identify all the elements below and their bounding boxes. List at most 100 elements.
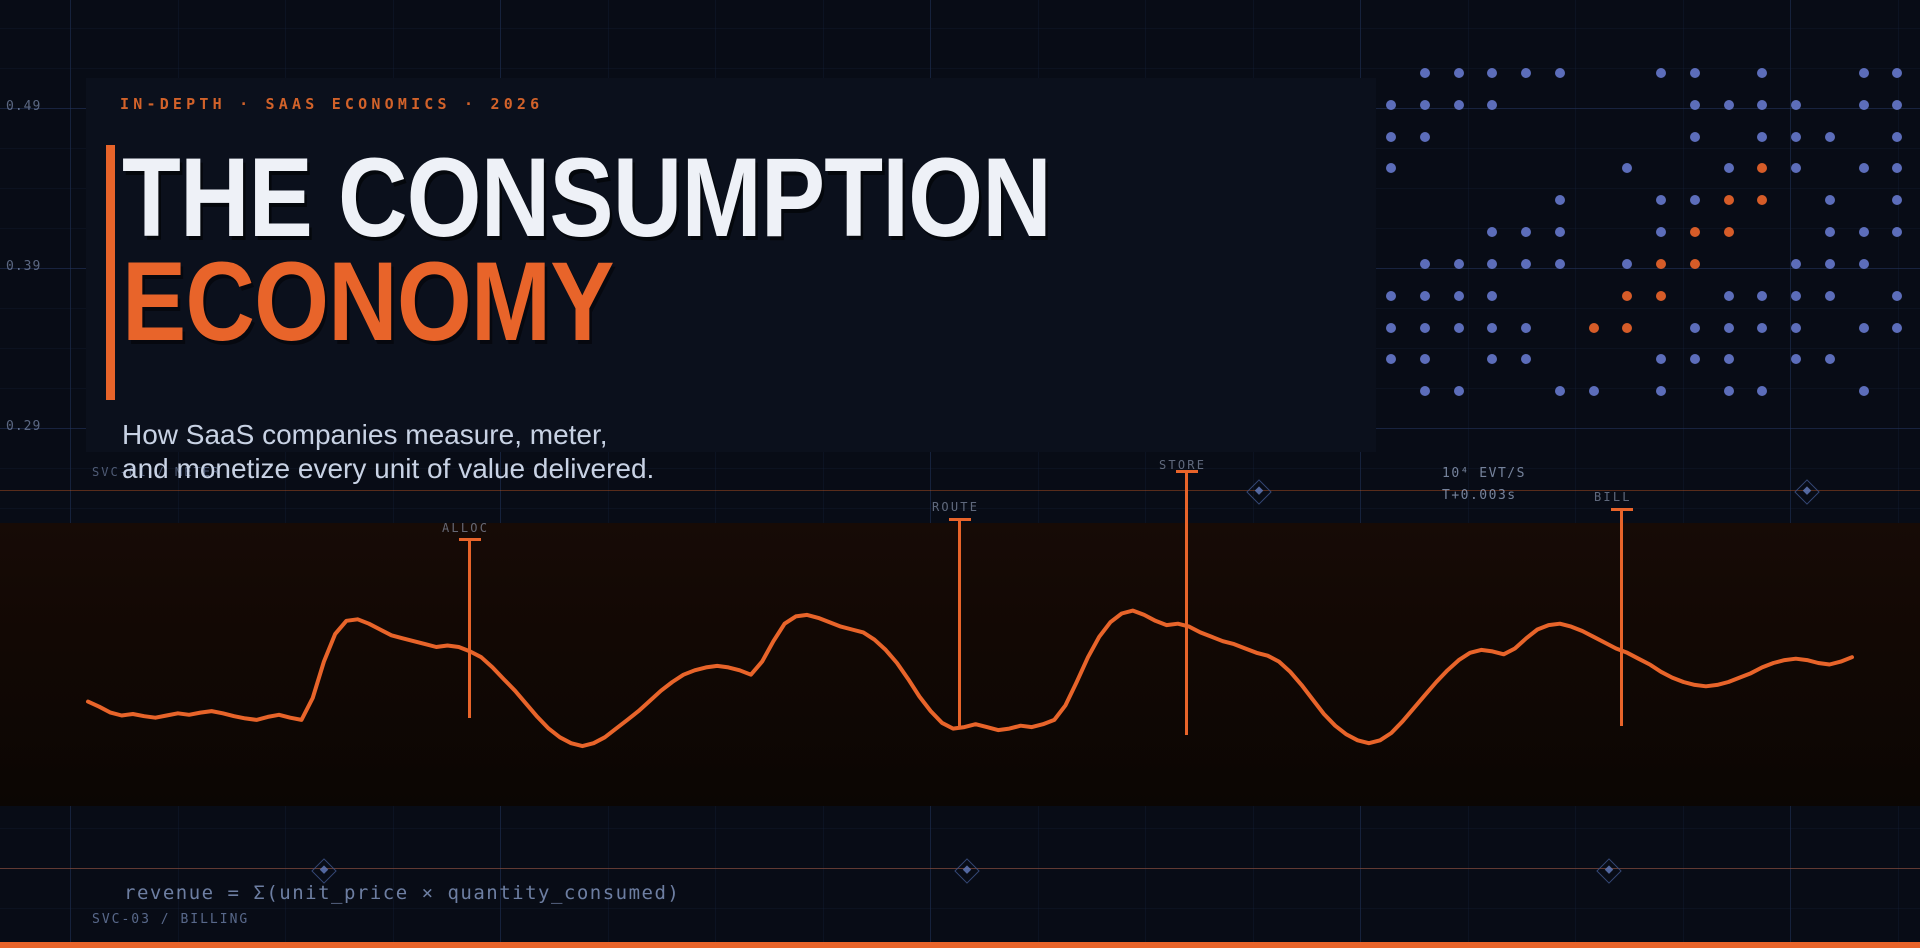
matrix-dot (1858, 322, 1869, 333)
matrix-dot (1521, 258, 1531, 269)
matrix-dot (1892, 131, 1903, 142)
matrix-dot (1656, 258, 1666, 269)
node-marker-icon (311, 858, 337, 884)
matrix-dot (1791, 322, 1801, 333)
matrix-dot (1892, 227, 1903, 238)
matrix-dot (1554, 386, 1565, 397)
matrix-dot (1723, 227, 1734, 238)
matrix-dot (1554, 227, 1565, 238)
grid-line-horizontal (0, 868, 1920, 869)
marker-cap (1176, 470, 1198, 473)
axis-tick-label: 0.39 (6, 259, 42, 274)
matrix-dot (1824, 354, 1835, 365)
axis-tick-label: 0.29 (6, 419, 42, 434)
grid-line-vertical (393, 0, 394, 948)
grid-line-vertical (1253, 0, 1254, 948)
matrix-dot (1656, 290, 1666, 301)
matrix-dot (1656, 195, 1666, 206)
matrix-dot (1689, 99, 1700, 110)
matrix-dot (1791, 131, 1801, 142)
grid-line-horizontal (0, 68, 1920, 69)
matrix-dot (1824, 258, 1835, 269)
grid-line-vertical (1468, 0, 1469, 948)
grid-line-horizontal (0, 28, 1920, 29)
matrix-dot (1487, 354, 1498, 365)
grid-line-horizontal (0, 468, 1920, 469)
matrix-dot (1487, 258, 1498, 269)
matrix-dot (1419, 322, 1430, 333)
matrix-dot (1723, 354, 1734, 365)
grid-line-vertical (1898, 0, 1899, 948)
dot-matrix-decoration (1380, 58, 1920, 408)
matrix-dot (1723, 99, 1734, 110)
matrix-dot (1487, 68, 1498, 78)
marker-label-alloc: ALLOC (442, 521, 490, 535)
matrix-dot (1622, 258, 1633, 269)
matrix-dot (1791, 354, 1801, 365)
service-tag-left: SVC-01 / METER (92, 465, 222, 479)
matrix-dot (1419, 131, 1430, 142)
grid-line-vertical (1038, 0, 1039, 948)
matrix-dot (1689, 195, 1700, 206)
telemetry-rate: 10⁴ EVT/S (1442, 466, 1526, 481)
matrix-dot (1757, 195, 1768, 206)
grid-line-vertical (1683, 0, 1684, 948)
matrix-dot (1622, 163, 1633, 174)
marker-stem (1185, 470, 1188, 735)
grid-line-horizontal (0, 908, 1920, 909)
matrix-dot (1487, 290, 1498, 301)
matrix-dot (1487, 99, 1498, 110)
grid-line-vertical (70, 0, 71, 948)
matrix-dot (1521, 227, 1531, 238)
matrix-dot (1453, 99, 1464, 110)
matrix-dot (1757, 322, 1768, 333)
matrix-dot (1689, 68, 1700, 78)
matrix-dot (1554, 68, 1565, 78)
grid-line-vertical (1145, 0, 1146, 948)
node-marker-icon (1246, 479, 1272, 505)
marker-cap (949, 518, 971, 521)
matrix-dot (1689, 131, 1700, 142)
matrix-dot (1858, 258, 1869, 269)
matrix-dot (1723, 386, 1734, 397)
bottom-accent-rule (0, 942, 1920, 948)
matrix-dot (1656, 354, 1666, 365)
matrix-dot (1892, 290, 1903, 301)
node-marker-icon (1596, 858, 1622, 884)
grid-line-vertical (823, 0, 824, 948)
matrix-dot (1791, 99, 1801, 110)
telemetry-latency: T+0.003s (1442, 488, 1517, 503)
marker-stem (1620, 508, 1623, 726)
matrix-dot (1386, 99, 1396, 110)
matrix-dot (1453, 290, 1464, 301)
matrix-dot (1622, 322, 1633, 333)
matrix-dot (1521, 322, 1531, 333)
grid-line-horizontal (0, 508, 1920, 509)
accent-rule (0, 868, 1920, 869)
matrix-dot (1419, 386, 1430, 397)
matrix-dot (1419, 354, 1430, 365)
matrix-dot (1892, 68, 1903, 78)
revenue-formula: revenue = Σ(unit_price × quantity_consum… (124, 882, 681, 904)
matrix-dot (1689, 227, 1700, 238)
node-marker-icon (1794, 479, 1820, 505)
grid-line-vertical (178, 0, 179, 948)
matrix-dot (1892, 99, 1903, 110)
marker-label-bill: BILL (1594, 490, 1632, 504)
matrix-dot (1386, 290, 1396, 301)
matrix-dot (1419, 290, 1430, 301)
node-marker-icon (954, 858, 980, 884)
matrix-dot (1723, 290, 1734, 301)
matrix-dot (1757, 386, 1768, 397)
matrix-dot (1588, 386, 1599, 397)
matrix-dot (1858, 99, 1869, 110)
matrix-dot (1757, 163, 1768, 174)
kicker-text: IN-DEPTH · SAAS ECONOMICS · 2026 (120, 95, 544, 113)
grid-line-vertical (930, 0, 931, 948)
marker-cap (1611, 508, 1633, 511)
matrix-dot (1892, 195, 1903, 206)
matrix-dot (1487, 322, 1498, 333)
matrix-dot (1521, 68, 1531, 78)
matrix-dot (1824, 290, 1835, 301)
matrix-dot (1622, 290, 1633, 301)
